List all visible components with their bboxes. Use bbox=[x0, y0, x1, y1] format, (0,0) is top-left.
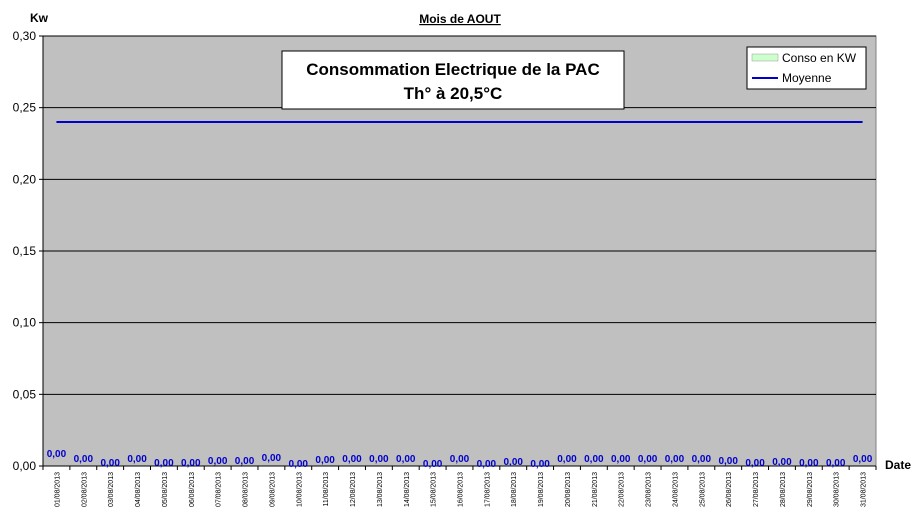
chart-title: Mois de AOUT bbox=[419, 12, 501, 26]
y-tick-label: 0,30 bbox=[13, 29, 37, 43]
x-tick-label: 11/08/2013 bbox=[323, 472, 330, 507]
y-tick-label: 0,20 bbox=[13, 172, 37, 186]
y-axis-title: Kw bbox=[30, 11, 49, 25]
x-tick-label: 07/08/2013 bbox=[216, 472, 223, 507]
data-label: 0,00 bbox=[504, 457, 524, 468]
x-tick-label: 31/08/2013 bbox=[861, 472, 868, 507]
data-label: 0,00 bbox=[235, 456, 255, 467]
data-label: 0,00 bbox=[396, 454, 416, 465]
data-label: 0,00 bbox=[826, 458, 846, 469]
x-tick-label: 16/08/2013 bbox=[458, 472, 465, 507]
x-axis-title: Date bbox=[885, 458, 911, 472]
data-label: 0,00 bbox=[74, 454, 94, 465]
data-label: 0,00 bbox=[477, 459, 497, 470]
x-tick-label: 03/08/2013 bbox=[108, 472, 115, 507]
y-tick-labels: 0,00 0,05 0,10 0,15 0,20 0,25 0,30 bbox=[13, 29, 37, 473]
data-label: 0,00 bbox=[423, 459, 443, 470]
x-tick-label: 20/08/2013 bbox=[565, 472, 572, 507]
x-tick-label: 25/08/2013 bbox=[699, 472, 706, 507]
x-tick-label: 09/08/2013 bbox=[269, 472, 276, 507]
x-tick-label: 04/08/2013 bbox=[135, 472, 142, 507]
data-label: 0,00 bbox=[127, 454, 147, 465]
x-tick-label: 05/08/2013 bbox=[162, 472, 169, 507]
x-tick-label: 29/08/2013 bbox=[807, 472, 814, 507]
data-label: 0,00 bbox=[289, 459, 309, 470]
data-label: 0,00 bbox=[799, 458, 819, 469]
x-tick-label: 02/08/2013 bbox=[81, 472, 88, 507]
y-tick-label: 0,15 bbox=[13, 244, 37, 258]
data-label: 0,00 bbox=[369, 454, 389, 465]
y-tick-label: 0,05 bbox=[13, 387, 37, 401]
legend: Conso en KW Moyenne bbox=[746, 46, 867, 90]
data-label: 0,00 bbox=[342, 454, 362, 465]
data-label: 0,00 bbox=[262, 453, 282, 464]
data-label: 0,00 bbox=[665, 454, 685, 465]
y-tick-label: 0,00 bbox=[13, 459, 37, 473]
x-tick-label: 28/08/2013 bbox=[780, 472, 787, 507]
annotation-line-1: Consommation Electrique de la PAC bbox=[306, 60, 599, 79]
data-label: 0,00 bbox=[692, 454, 712, 465]
legend-swatch-conso bbox=[751, 53, 779, 62]
data-label: 0,00 bbox=[853, 454, 873, 465]
data-label: 0,00 bbox=[557, 454, 577, 465]
axes bbox=[42, 36, 877, 470]
x-tick-label: 15/08/2013 bbox=[431, 472, 438, 507]
data-label: 0,00 bbox=[611, 454, 631, 465]
x-tick-label: 24/08/2013 bbox=[672, 472, 679, 507]
data-label: 0,00 bbox=[181, 458, 201, 469]
data-label: 0,00 bbox=[584, 454, 604, 465]
x-tick-label: 26/08/2013 bbox=[726, 472, 733, 507]
x-tick-label: 14/08/2013 bbox=[404, 472, 411, 507]
data-label: 0,00 bbox=[47, 449, 67, 460]
legend-label-conso: Conso en KW bbox=[782, 51, 857, 65]
y-tick-label: 0,10 bbox=[13, 316, 37, 330]
data-label: 0,00 bbox=[745, 458, 765, 469]
annotation-line-2: Th° à 20,5°C bbox=[404, 84, 503, 103]
x-tick-label: 08/08/2013 bbox=[243, 472, 250, 507]
x-tick-label: 01/08/2013 bbox=[54, 472, 61, 507]
x-tick-label: 21/08/2013 bbox=[592, 472, 599, 507]
x-tick-label: 17/08/2013 bbox=[484, 472, 491, 507]
annotation-box-frame bbox=[281, 50, 625, 110]
annotation-box: Consommation Electrique de la PAC Th° à … bbox=[281, 50, 625, 110]
y-tick-label: 0,25 bbox=[13, 101, 37, 115]
data-label: 0,00 bbox=[100, 458, 120, 469]
x-tick-label: 12/08/2013 bbox=[350, 472, 357, 507]
x-tick-label: 18/08/2013 bbox=[511, 472, 518, 507]
data-label: 0,00 bbox=[718, 456, 738, 467]
x-tick-label: 13/08/2013 bbox=[377, 472, 384, 507]
data-label: 0,00 bbox=[530, 459, 550, 470]
data-label: 0,00 bbox=[772, 457, 792, 468]
data-label: 0,00 bbox=[638, 454, 658, 465]
x-tick-label: 27/08/2013 bbox=[753, 472, 760, 507]
data-label: 0,00 bbox=[315, 455, 335, 466]
x-tick-label: 30/08/2013 bbox=[834, 472, 841, 507]
data-label: 0,00 bbox=[208, 456, 228, 467]
legend-label-moyenne: Moyenne bbox=[782, 71, 832, 85]
data-label: 0,00 bbox=[154, 458, 174, 469]
data-label: 0,00 bbox=[450, 454, 470, 465]
x-tick-label: 23/08/2013 bbox=[646, 472, 653, 507]
x-tick-labels: 01/08/2013 02/08/2013 03/08/2013 04/08/2013… bbox=[54, 472, 867, 507]
data-labels: 0,00 0,00 0,00 0,00 0,00 0,00 0,00 0,00 0,00 0,00… bbox=[47, 449, 873, 470]
x-tick-label: 10/08/2013 bbox=[296, 472, 303, 507]
x-tick-label: 06/08/2013 bbox=[189, 472, 196, 507]
x-tick-label: 19/08/2013 bbox=[538, 472, 545, 507]
x-tick-label: 22/08/2013 bbox=[619, 472, 626, 507]
